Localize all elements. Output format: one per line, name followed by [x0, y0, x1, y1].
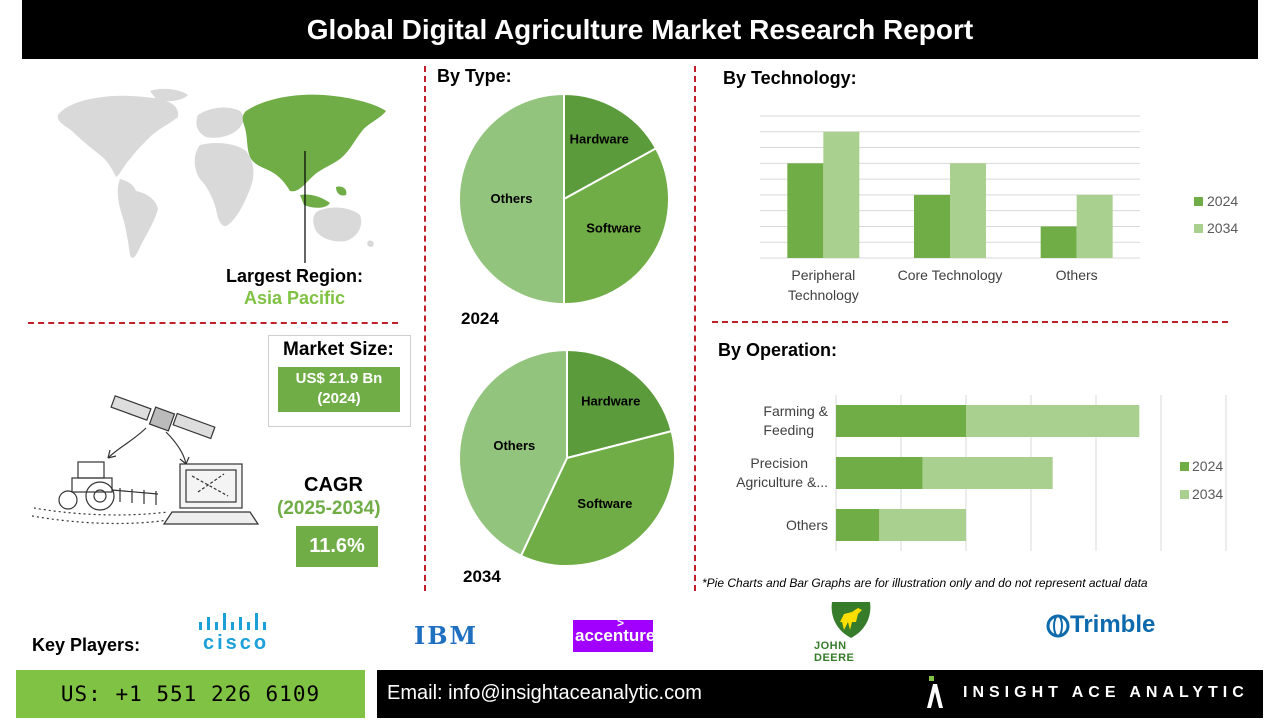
- pie-year-2024: 2024: [461, 309, 499, 328]
- operation-bar-2034: [966, 405, 1140, 437]
- divider-left: [424, 66, 426, 591]
- pie-label-hardware: Hardware: [570, 131, 629, 146]
- operation-category-label: Agriculture &...: [736, 474, 828, 490]
- pie-label-hardware: Hardware: [581, 394, 640, 409]
- cisco-logo: cisco: [195, 612, 275, 654]
- legend-swatch-2034: [1180, 490, 1189, 499]
- john-deere-logo: JOHN DEERE: [812, 600, 890, 664]
- market-size-amount: US$ 21.9 Bn: [295, 370, 383, 387]
- cagr-label: CAGR: [304, 474, 363, 496]
- tech-bar-2034: [823, 131, 860, 258]
- legend-label-2024: 2024: [1207, 193, 1238, 209]
- pie-label-others: Others: [493, 438, 535, 453]
- largest-region-label: Largest Region:: [226, 266, 364, 286]
- market-size-value: US$ 21.9 Bn (2024): [278, 367, 400, 412]
- email-address: Email: info@insightaceanalytic.com: [387, 682, 702, 704]
- pie-slice-software: [519, 429, 676, 567]
- market-size-box: [268, 335, 411, 427]
- operation-bar-2024: [836, 405, 966, 437]
- tech-bar-2034: [950, 163, 986, 258]
- operation-bar-2024: [836, 457, 923, 489]
- accenture-logo-mark: >: [617, 616, 625, 630]
- accenture-logo: > accenture: [573, 616, 656, 652]
- tech-category-label: Technology: [788, 287, 859, 303]
- satellite-farming-illustration: [31, 395, 260, 525]
- pie-label-others: Others: [491, 191, 533, 206]
- trimble-globe-icon: [1046, 614, 1070, 638]
- tech-bar-2024: [787, 163, 824, 258]
- tech-category-label: Peripheral: [791, 267, 855, 283]
- pie-slice-hardware: [566, 348, 673, 460]
- by-operation-heading: By Operation:: [718, 340, 838, 360]
- operation-category-label: Others: [786, 517, 828, 533]
- brand-name: INSIGHT ACE ANALYTIC: [963, 684, 1249, 701]
- insight-ace-logo-icon: [927, 676, 943, 708]
- deer-icon: [831, 602, 871, 638]
- ibm-logo: IBM: [414, 621, 479, 650]
- operation-bar-chart: Farming & Feeding Precision Agriculture &..…: [736, 395, 1227, 551]
- footer-bar: Email: info@insightaceanalytic.com INSIG…: [377, 670, 1263, 718]
- pie-chart-2034: Hardware Software Others: [458, 348, 676, 567]
- divider-right: [694, 66, 696, 591]
- pie-chart-2024: Hardware Software Others: [458, 92, 670, 306]
- tech-bar-2024: [1040, 226, 1077, 258]
- legend-swatch-2024: [1194, 197, 1203, 206]
- accenture-logo-text: accenture: [575, 626, 656, 645]
- pie-year-2034: 2034: [463, 567, 501, 586]
- pie-label-software: Software: [586, 220, 641, 235]
- cisco-logo-text: cisco: [203, 632, 270, 654]
- pie-slice-hardware: [563, 92, 658, 201]
- legend-label-2034: 2034: [1192, 486, 1223, 502]
- tech-bar-2024: [914, 194, 950, 258]
- legend-label-2024: 2024: [1192, 458, 1223, 474]
- pie-slice-others: [458, 348, 568, 558]
- market-size-year: (2024): [317, 390, 361, 407]
- tech-bar-2034: [1076, 194, 1113, 258]
- report-title: Global Digital Agriculture Market Resear…: [22, 0, 1258, 59]
- divider-technology: [712, 321, 1228, 323]
- operation-category-label: Precision: [750, 455, 808, 471]
- illustration-footnote: *Pie Charts and Bar Graphs are for illus…: [702, 576, 1148, 590]
- technology-bar-chart: Peripheral Technology Core Technology Other…: [760, 115, 1238, 303]
- by-technology-heading: By Technology:: [723, 68, 857, 88]
- key-players-label: Key Players:: [32, 635, 141, 655]
- pie-slice-others: [458, 92, 565, 306]
- operation-category-label: Feeding: [763, 422, 814, 438]
- cagr-value: 11.6%: [296, 526, 378, 567]
- operation-bar-2034: [922, 457, 1053, 489]
- john-deere-logo-text: JOHN DEERE: [814, 640, 855, 664]
- tech-category-label: Core Technology: [898, 267, 1003, 283]
- world-map: [57, 88, 386, 263]
- divider-region: [28, 322, 398, 324]
- largest-region-value: Asia Pacific: [244, 288, 346, 308]
- pie-slice-software: [563, 147, 670, 306]
- market-size-label: Market Size:: [283, 339, 394, 360]
- operation-bar-2024: [836, 509, 880, 541]
- operation-category-label: Farming &: [763, 403, 828, 419]
- pie-label-software: Software: [577, 496, 632, 511]
- legend-swatch-2024: [1180, 462, 1189, 471]
- trimble-logo: Trimble: [1046, 610, 1176, 644]
- tech-category-label: Others: [1056, 267, 1098, 283]
- operation-bar-2034: [879, 509, 966, 541]
- cagr-period: (2025-2034): [277, 498, 381, 519]
- legend-label-2034: 2034: [1207, 220, 1238, 236]
- legend-swatch-2034: [1194, 224, 1203, 233]
- by-type-heading: By Type:: [437, 66, 512, 86]
- phone-number: US: +1 551 226 6109: [16, 670, 365, 718]
- trimble-logo-text: Trimble: [1070, 611, 1156, 638]
